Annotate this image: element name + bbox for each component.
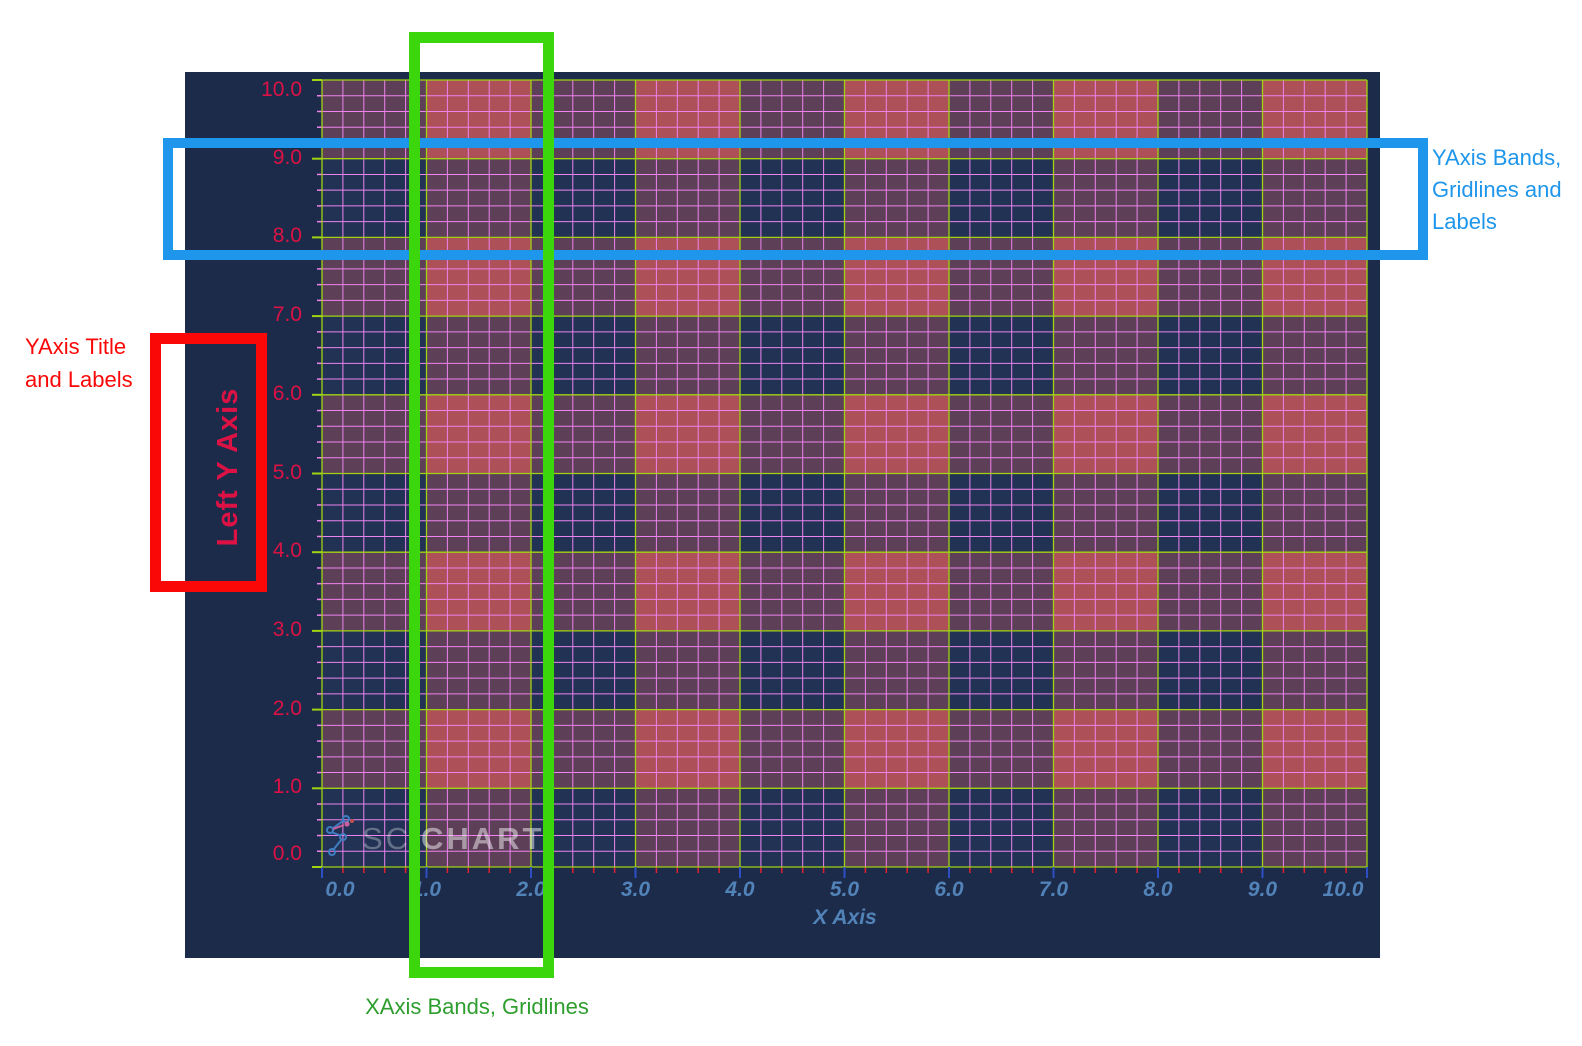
x-axis-tick-label: 2.0: [516, 878, 546, 901]
y-axis-tick-label: 1.0: [272, 775, 302, 799]
annotation-note-xaxis-bands: XAxis Bands, Gridlines: [365, 994, 589, 1019]
y-axis-tick-label: 7.0: [272, 303, 302, 327]
x-axis-tick-label: 0.0: [325, 878, 355, 901]
x-axis-tick-label: 6.0: [934, 878, 964, 901]
annotation-box-yaxis-title: [150, 333, 267, 592]
note-line: and Labels: [25, 367, 133, 392]
y-axis-tick-label: 10.0: [261, 78, 302, 101]
note-line: YAxis Bands,: [1432, 145, 1562, 170]
y-axis-tick-label: 6.0: [272, 381, 302, 405]
y-axis-tick-label: 5.0: [272, 460, 302, 484]
y-axis-tick-label: 4.0: [272, 539, 302, 563]
x-axis-tick-label: 9.0: [1247, 878, 1278, 901]
y-axis-tick-label: 2.0: [272, 696, 302, 720]
annotation-box-yaxis-bands: [163, 138, 1428, 260]
x-axis-tick-label: 4.0: [725, 878, 755, 901]
y-axis-tick-label: 3.0: [272, 617, 302, 641]
x-axis-tick-label: 7.0: [1038, 878, 1069, 901]
y-axis-tick-label: 0.0: [272, 842, 302, 865]
note-line: Labels: [1432, 209, 1497, 234]
annotation-note-yaxis-bands: YAxis Bands, Gridlines and Labels: [1432, 142, 1562, 238]
x-axis-title: X Axis: [813, 906, 877, 929]
y-axis-tick-label: 9.0: [272, 145, 302, 169]
x-axis-tick-label: 3.0: [620, 878, 651, 901]
annotation-box-xaxis-bands: [409, 32, 554, 978]
chart-grid-canvas: [312, 79, 1368, 878]
y-axis-tick-label: 8.0: [272, 224, 302, 248]
annotation-note-yaxis-title: YAxis Title and Labels: [25, 330, 133, 396]
note-line: YAxis Title: [25, 334, 127, 359]
note-line: Gridlines and: [1432, 177, 1562, 202]
x-axis-tick-label: 8.0: [1143, 878, 1173, 901]
x-axis-tick-label: 10.0: [1322, 878, 1364, 901]
x-axis-tick-label: 5.0: [829, 878, 860, 901]
